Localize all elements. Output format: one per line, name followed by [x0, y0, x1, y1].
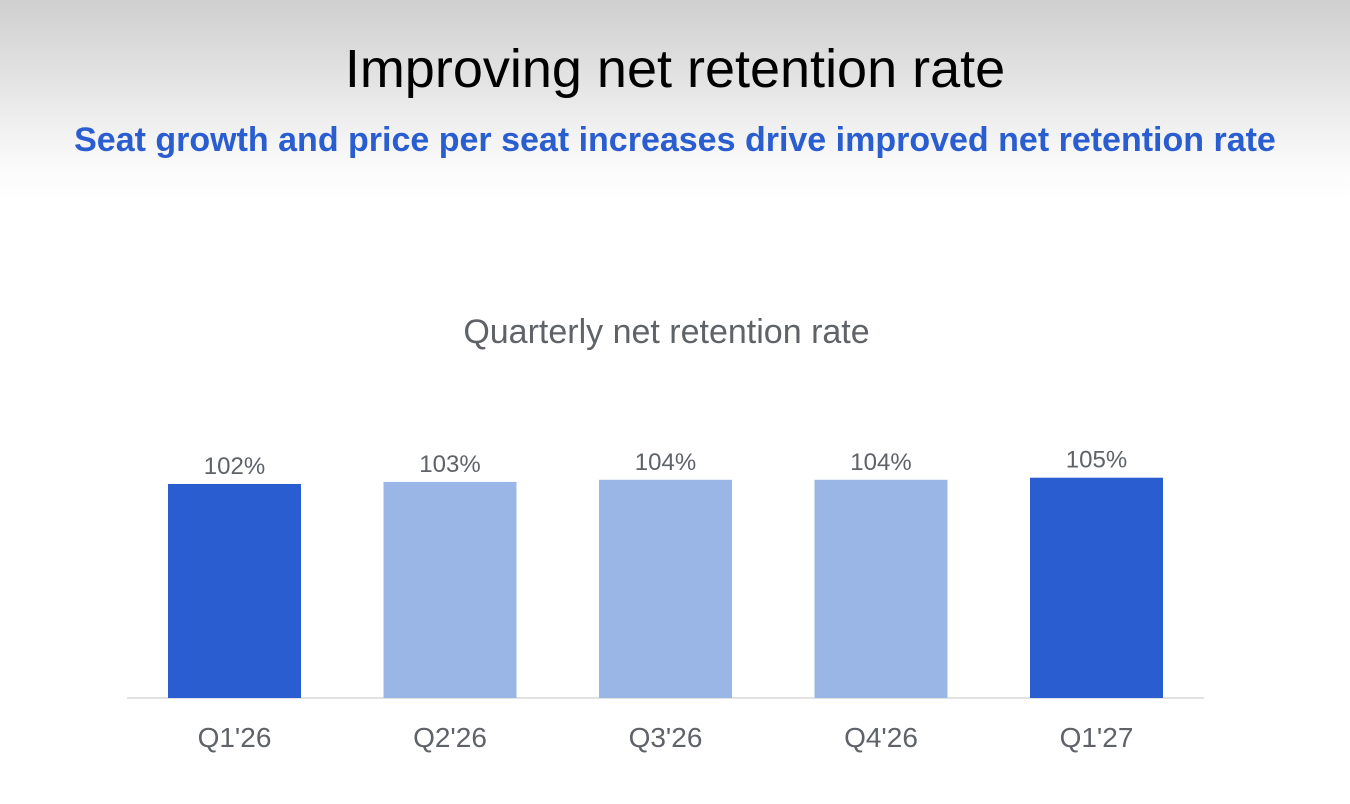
- bar: [383, 481, 517, 698]
- x-tick-label: Q4'26: [844, 722, 918, 753]
- data-label: 104%: [635, 449, 696, 476]
- bar: [168, 484, 301, 698]
- slide-subtitle: Seat growth and price per seat increases…: [74, 121, 1276, 159]
- x-tick-label: Q1'27: [1060, 722, 1134, 753]
- data-label: 105%: [1066, 447, 1127, 474]
- data-label: 104%: [850, 449, 911, 476]
- bar: [814, 479, 948, 698]
- bar: [1030, 477, 1163, 698]
- x-tick-label: Q3'26: [629, 722, 703, 753]
- x-tick-label: Q1'26: [198, 722, 272, 753]
- bar: [599, 479, 732, 698]
- data-label: 102%: [204, 453, 265, 480]
- data-label: 103%: [419, 451, 480, 478]
- chart-title: Quarterly net retention rate: [463, 313, 870, 351]
- slide-title: Improving net retention rate: [344, 39, 1006, 99]
- x-tick-label: Q2'26: [413, 722, 487, 753]
